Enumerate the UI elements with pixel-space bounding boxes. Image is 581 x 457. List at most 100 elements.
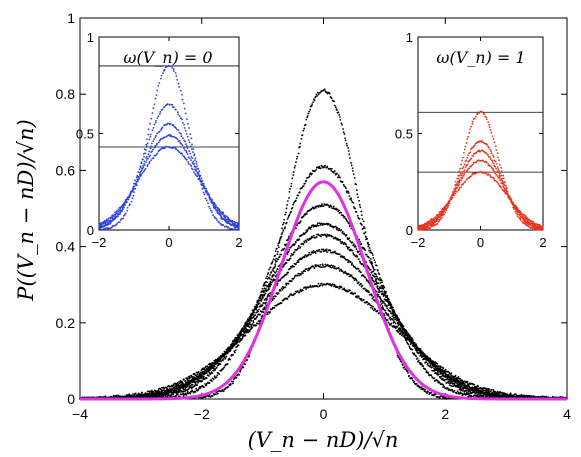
data-point <box>186 377 189 380</box>
data-point <box>181 98 184 101</box>
data-point <box>271 261 274 264</box>
data-point <box>186 118 188 120</box>
data-point <box>256 301 258 304</box>
data-point <box>338 270 341 272</box>
data-point <box>277 292 280 295</box>
data-point <box>205 382 208 385</box>
data-point <box>189 392 192 395</box>
data-point <box>303 256 306 259</box>
data-point <box>373 268 376 271</box>
data-point <box>347 190 350 193</box>
data-point <box>353 176 356 179</box>
data-point <box>378 273 381 276</box>
data-point <box>288 191 291 193</box>
data-point <box>369 249 372 252</box>
data-point <box>298 291 301 294</box>
data-point <box>490 388 493 391</box>
data-point <box>309 284 312 287</box>
data-point <box>386 307 389 310</box>
data-point <box>467 393 470 396</box>
data-point <box>399 323 402 326</box>
data-point <box>381 286 384 289</box>
data-point <box>116 215 119 218</box>
data-point <box>485 388 488 391</box>
data-point <box>387 313 390 316</box>
data-point <box>317 285 319 288</box>
data-point <box>432 362 435 365</box>
data-point <box>439 377 442 379</box>
data-point <box>306 115 309 117</box>
data-point <box>311 172 313 175</box>
data-point <box>371 277 374 280</box>
data-point <box>295 161 297 164</box>
data-point <box>272 258 275 261</box>
data-point <box>279 289 282 292</box>
data-point <box>465 389 468 392</box>
data-point <box>393 324 395 327</box>
data-point <box>194 157 197 160</box>
data-point <box>276 268 279 270</box>
data-point <box>460 384 463 386</box>
data-point <box>356 296 359 299</box>
data-point <box>283 247 286 250</box>
data-point <box>458 392 461 395</box>
data-point <box>377 288 380 291</box>
data-point <box>360 214 363 217</box>
data-point <box>448 372 451 375</box>
data-point <box>375 290 378 293</box>
data-point <box>447 374 450 377</box>
data-point <box>341 230 344 233</box>
data-point <box>264 284 267 287</box>
data-point <box>133 182 135 185</box>
data-point <box>274 254 276 257</box>
data-point <box>244 326 247 329</box>
data-point <box>455 392 458 395</box>
data-point <box>392 314 395 317</box>
data-point <box>338 267 340 270</box>
data-point <box>260 300 263 302</box>
data-point <box>444 368 447 371</box>
data-point <box>293 292 296 295</box>
data-point <box>178 380 180 383</box>
data-point <box>359 240 361 243</box>
data-point <box>485 391 488 394</box>
data-point <box>283 218 286 221</box>
data-point <box>147 128 150 131</box>
data-point <box>312 249 315 252</box>
data-point <box>358 203 361 206</box>
data-point <box>265 277 267 280</box>
data-point <box>325 250 328 252</box>
data-point <box>362 275 365 277</box>
data-point <box>351 291 353 294</box>
data-point <box>357 258 360 260</box>
data-point <box>296 261 298 264</box>
data-point <box>280 235 283 238</box>
data-point <box>449 374 452 376</box>
data-point <box>152 127 155 129</box>
data-point <box>134 187 137 190</box>
data-point <box>177 390 180 393</box>
data-point <box>336 172 338 175</box>
data-point <box>275 257 278 260</box>
data-point <box>176 388 179 390</box>
data-point <box>445 378 448 381</box>
data-point <box>208 205 211 208</box>
data-point <box>314 252 317 254</box>
data-point <box>324 164 326 167</box>
data-point <box>248 326 251 329</box>
data-point <box>364 231 367 234</box>
data-point <box>184 129 187 132</box>
data-point <box>380 287 383 290</box>
data-point <box>128 203 131 206</box>
data-point <box>518 396 521 398</box>
data-point <box>320 250 322 253</box>
data-point <box>119 213 121 216</box>
data-point <box>386 294 389 297</box>
data-point <box>304 239 307 242</box>
data-point <box>239 369 242 372</box>
data-point <box>451 378 454 380</box>
data-point <box>263 302 265 304</box>
data-point <box>460 385 463 388</box>
data-point <box>408 374 410 377</box>
data-point <box>185 385 187 388</box>
